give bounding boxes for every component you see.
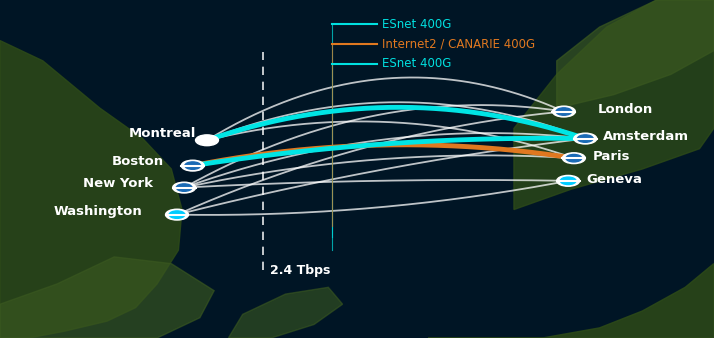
- Text: London: London: [598, 103, 653, 116]
- Circle shape: [557, 175, 580, 186]
- Polygon shape: [557, 0, 714, 108]
- Circle shape: [566, 154, 582, 162]
- Text: Amsterdam: Amsterdam: [603, 130, 689, 143]
- Circle shape: [166, 209, 188, 220]
- Circle shape: [578, 135, 593, 142]
- Circle shape: [181, 160, 204, 171]
- Text: Montreal: Montreal: [129, 127, 196, 140]
- Text: ESnet 400G: ESnet 400G: [382, 18, 451, 31]
- Circle shape: [185, 162, 201, 169]
- Circle shape: [176, 184, 192, 191]
- Circle shape: [169, 211, 185, 218]
- Circle shape: [563, 153, 585, 164]
- Circle shape: [556, 108, 572, 115]
- Text: Internet2 / CANARIE 400G: Internet2 / CANARIE 400G: [382, 38, 535, 50]
- Circle shape: [199, 137, 215, 144]
- Polygon shape: [0, 257, 214, 338]
- Polygon shape: [228, 287, 343, 338]
- Circle shape: [574, 133, 597, 144]
- Text: Paris: Paris: [593, 150, 630, 163]
- Text: 2.4 Tbps: 2.4 Tbps: [270, 264, 330, 277]
- Text: ESnet 400G: ESnet 400G: [382, 57, 451, 70]
- Polygon shape: [428, 264, 714, 338]
- Polygon shape: [0, 41, 182, 338]
- Text: Washington: Washington: [54, 205, 143, 218]
- Text: Boston: Boston: [112, 155, 164, 168]
- Text: New York: New York: [84, 177, 154, 190]
- Text: Geneva: Geneva: [587, 173, 643, 186]
- Circle shape: [196, 135, 218, 146]
- Polygon shape: [514, 0, 714, 210]
- Circle shape: [553, 106, 575, 117]
- Circle shape: [173, 182, 196, 193]
- Circle shape: [560, 177, 576, 185]
